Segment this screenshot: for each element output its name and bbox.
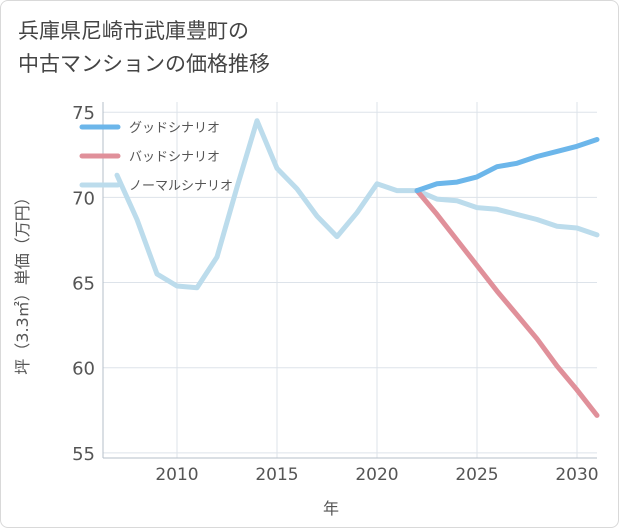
x-tick-label: 2030: [555, 465, 598, 485]
y-tick-label: 60: [72, 359, 95, 380]
chart-title: 兵庫県尼崎市武庫豊町の 中古マンションの価格推移: [18, 15, 270, 81]
series-lines: [114, 118, 600, 418]
grid-lines: [103, 102, 597, 458]
axes: 55 60 65 70 75 2010 2015 2020 2025 2030: [72, 102, 599, 485]
x-axis-label: 年: [323, 499, 339, 518]
series-line-2: [114, 118, 600, 291]
legend-label-1: バッドシナリオ: [129, 150, 220, 165]
chart-title-line-2: 中古マンションの価格推移: [18, 52, 270, 76]
y-tick-label: 70: [72, 188, 95, 209]
y-tick-label: 75: [72, 103, 95, 124]
x-tick-label: 2015: [255, 465, 298, 485]
y-tick-label: 55: [72, 444, 95, 465]
y-tick-label: 65: [72, 274, 95, 295]
legend-label-0: グッドシナリオ: [129, 121, 220, 136]
y-axis-label: 坪（3.3㎡）単価（万円）: [13, 189, 32, 374]
series-line-1: [414, 188, 600, 418]
x-tick-label: 2025: [455, 465, 498, 485]
x-tick-label: 2020: [355, 465, 398, 485]
x-tick-label: 2010: [155, 465, 198, 485]
chart-title-line-1: 兵庫県尼崎市武庫豊町の: [18, 19, 249, 43]
legend-label-2: ノーマルシナリオ: [129, 179, 233, 194]
series-line-0: [414, 137, 600, 194]
